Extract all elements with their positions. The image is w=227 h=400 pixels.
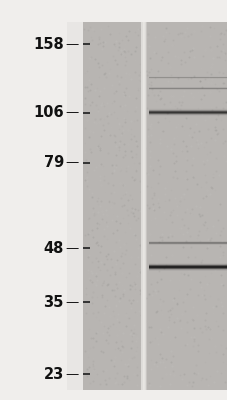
Text: 23: 23 [43, 367, 64, 382]
Text: 35: 35 [43, 295, 64, 310]
Text: —: — [65, 38, 78, 51]
Bar [0, 0, 227, 22]
Text: 79: 79 [43, 156, 64, 170]
Bar [67, 22, 83, 390]
Bar [143, 22, 227, 390]
Bar [83, 22, 143, 390]
Text: —: — [65, 368, 78, 381]
Text: 158: 158 [33, 37, 64, 52]
Text: 48: 48 [43, 241, 64, 256]
Text: —: — [65, 242, 78, 255]
Bar [0, 390, 227, 400]
Text: —: — [65, 106, 78, 119]
Text: —: — [65, 156, 78, 170]
Text: —: — [65, 296, 78, 309]
Text: 106: 106 [33, 105, 64, 120]
